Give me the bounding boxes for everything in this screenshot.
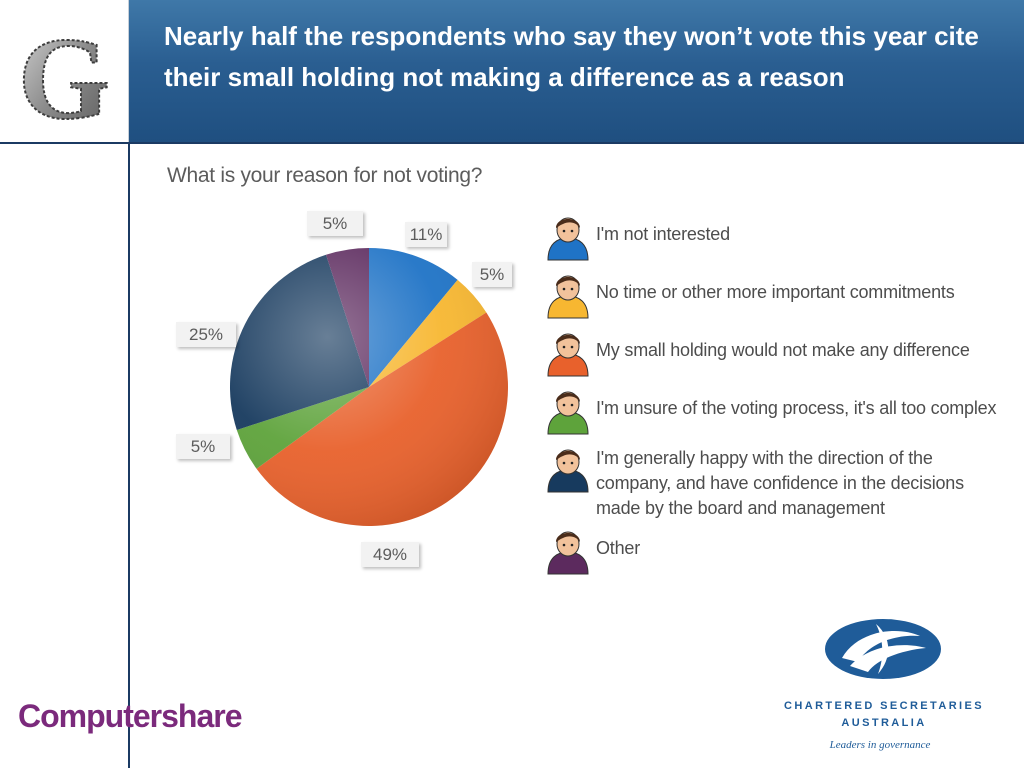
- header-divider: [0, 142, 1024, 144]
- legend-label: My small holding would not make any diff…: [596, 340, 970, 360]
- computershare-logo: Computershare: [18, 698, 242, 734]
- legend-label: I'm not interested: [596, 224, 730, 244]
- person-icon: [547, 391, 589, 435]
- person-icon: [547, 531, 589, 575]
- chartered-secretaries-name-line1: CHARTERED SECRETARIES: [784, 700, 984, 712]
- callout-happy-with-direction: 25%: [176, 322, 236, 347]
- callout-not-interested: 11%: [405, 222, 447, 247]
- chartered-secretaries-logo: [825, 619, 941, 679]
- callout-unsure-process: 5%: [176, 434, 230, 459]
- person-icon: [547, 449, 589, 493]
- person-icon: [547, 333, 589, 377]
- person-icon: [547, 217, 589, 261]
- callout-no-time: 5%: [472, 262, 512, 287]
- governance-g-logo: G: [0, 0, 129, 145]
- person-icon: [547, 275, 589, 319]
- legend-label: No time or other more important commitme…: [596, 282, 955, 302]
- left-divider: [128, 142, 130, 768]
- logo-g-letter: G: [18, 13, 110, 142]
- chartered-secretaries-tagline: Leaders in governance: [829, 739, 931, 751]
- callout-small-holding: 49%: [361, 542, 419, 567]
- legend-label: I'm unsure of the voting process, it's a…: [596, 398, 997, 418]
- chart-title: What is your reason for not voting?: [167, 164, 483, 187]
- chartered-secretaries-name-line2: AUSTRALIA: [841, 717, 927, 729]
- slide-title: Nearly half the respondents who say they…: [164, 21, 979, 92]
- title-banner: [0, 0, 1024, 142]
- callout-other: 5%: [307, 211, 363, 236]
- legend-label: Other: [596, 538, 641, 558]
- legend-label: I'm generally happy with the direction o…: [596, 448, 964, 518]
- pie-chart: [230, 248, 509, 527]
